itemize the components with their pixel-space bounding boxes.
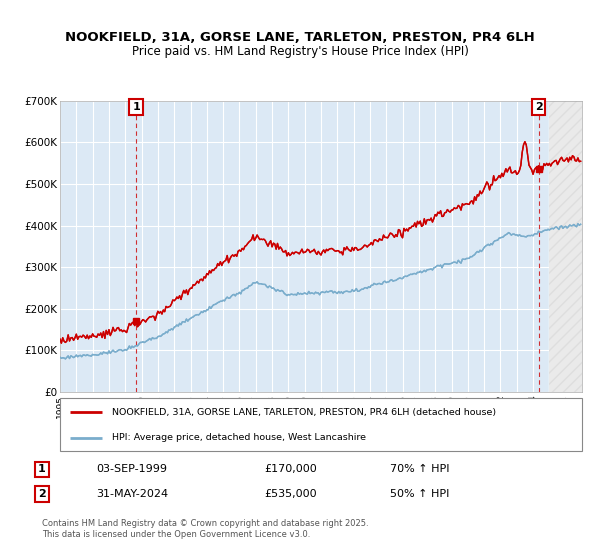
Text: 03-SEP-1999: 03-SEP-1999 [96,464,167,474]
Bar [550,101,582,392]
Bar [550,101,582,392]
Text: NOOKFIELD, 31A, GORSE LANE, TARLETON, PRESTON, PR4 6LH: NOOKFIELD, 31A, GORSE LANE, TARLETON, PR… [65,31,535,44]
Text: £535,000: £535,000 [264,489,317,499]
Text: Contains HM Land Registry data © Crown copyright and database right 2025.
This d: Contains HM Land Registry data © Crown c… [42,520,368,539]
Text: 2: 2 [535,102,542,112]
Text: 31-MAY-2024: 31-MAY-2024 [96,489,168,499]
Text: £170,000: £170,000 [264,464,317,474]
Text: HPI: Average price, detached house, West Lancashire: HPI: Average price, detached house, West… [112,433,366,442]
Text: 1: 1 [38,464,46,474]
Text: Price paid vs. HM Land Registry's House Price Index (HPI): Price paid vs. HM Land Registry's House … [131,45,469,58]
Text: 2: 2 [38,489,46,499]
Text: NOOKFIELD, 31A, GORSE LANE, TARLETON, PRESTON, PR4 6LH (detached house): NOOKFIELD, 31A, GORSE LANE, TARLETON, PR… [112,408,496,417]
Text: 70% ↑ HPI: 70% ↑ HPI [390,464,449,474]
FancyBboxPatch shape [60,398,582,451]
Text: 50% ↑ HPI: 50% ↑ HPI [390,489,449,499]
Text: 1: 1 [132,102,140,112]
